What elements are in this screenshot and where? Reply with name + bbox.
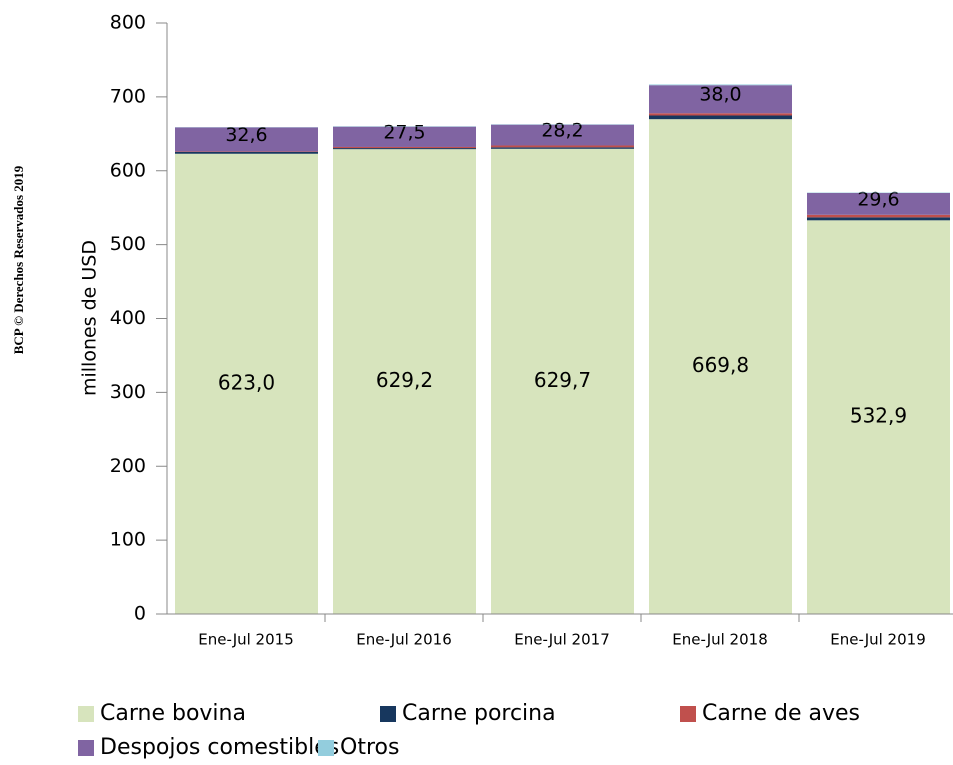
legend-label: Carne porcina <box>402 701 556 726</box>
y-tick-label: 300 <box>110 381 146 403</box>
x-tick-label: Ene-Jul 2017 <box>514 631 610 649</box>
legend-swatch <box>78 740 94 756</box>
legend-swatch <box>680 706 696 722</box>
side-note: BCP © Derechos Reservados 2019 <box>11 165 26 354</box>
data-label: 38,0 <box>699 84 741 106</box>
data-label: 623,0 <box>218 370 275 394</box>
bar-segment <box>333 126 476 147</box>
data-label: 532,9 <box>850 404 907 428</box>
x-tick-label: Ene-Jul 2018 <box>672 631 768 649</box>
bar-segment <box>649 115 792 120</box>
data-label: 28,2 <box>541 120 583 142</box>
bar-segment <box>807 220 950 614</box>
data-label: 32,6 <box>225 124 267 146</box>
data-label: 27,5 <box>383 121 425 143</box>
bar-segment <box>491 124 634 146</box>
y-tick-label: 400 <box>110 307 146 329</box>
data-label: 669,8 <box>692 353 749 377</box>
y-tick-label: 0 <box>134 603 146 625</box>
y-tick-label: 500 <box>110 233 146 255</box>
y-axis-label: millones de USD <box>79 240 101 396</box>
bar-segment <box>333 146 476 149</box>
y-tick-label: 200 <box>110 455 146 477</box>
bar-segment <box>807 214 950 218</box>
bar-segment <box>649 84 792 86</box>
bar-segment <box>649 85 792 114</box>
legend-label: Carne bovina <box>100 701 246 726</box>
bar-segment <box>175 151 318 154</box>
data-label: 629,7 <box>534 368 591 392</box>
legend-label: Carne de aves <box>702 701 860 726</box>
bar-segment <box>175 153 318 615</box>
legend-swatch <box>318 740 334 756</box>
bar-segment <box>649 119 792 615</box>
bar-segment <box>491 148 634 614</box>
data-label: 629,2 <box>376 368 433 392</box>
legend-label: Despojos comestibles <box>100 735 339 760</box>
bar-segment <box>491 147 634 149</box>
data-label: 29,6 <box>857 188 899 210</box>
bar-segment <box>807 217 950 221</box>
bar-segment <box>649 113 792 116</box>
x-tick-label: Ene-Jul 2019 <box>830 631 926 649</box>
y-tick-label: 100 <box>110 529 146 551</box>
legend-swatch <box>78 706 94 722</box>
bar-segment <box>175 127 318 152</box>
bar-segment <box>333 149 476 614</box>
x-tick-label: Ene-Jul 2016 <box>356 631 452 649</box>
bar-segment <box>491 145 634 148</box>
legend-swatch <box>380 706 396 722</box>
bar-segment <box>807 192 950 215</box>
bar-segment <box>333 148 476 150</box>
y-tick-label: 700 <box>110 85 146 107</box>
y-tick-label: 600 <box>110 159 146 181</box>
x-tick-label: Ene-Jul 2015 <box>198 631 294 649</box>
legend-label: Otros <box>340 735 399 760</box>
y-tick-label: 800 <box>110 12 146 34</box>
